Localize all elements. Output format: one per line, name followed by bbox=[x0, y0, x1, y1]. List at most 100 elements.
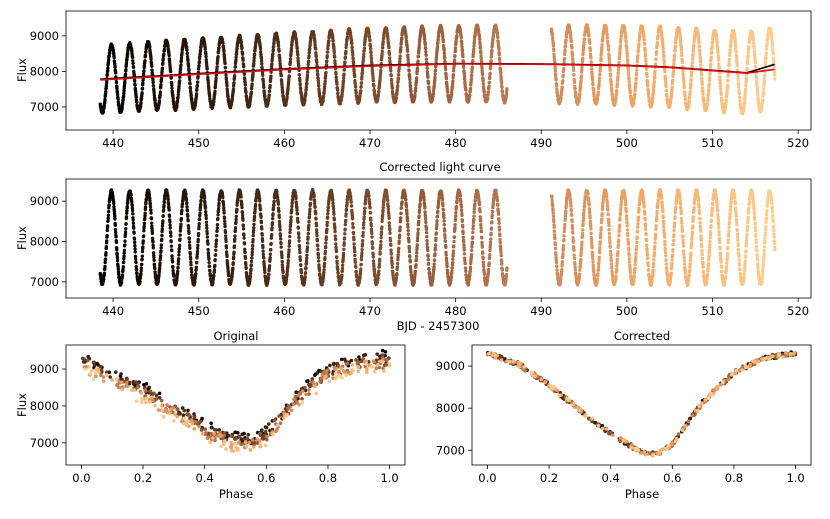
corrected-data-point bbox=[296, 226, 301, 230]
corrected-data-point bbox=[388, 238, 393, 243]
raw-data-point bbox=[600, 43, 604, 47]
corrected-data-point bbox=[252, 226, 256, 230]
corrected-data-point bbox=[160, 233, 164, 238]
raw-data-point bbox=[487, 80, 492, 85]
raw-data-point bbox=[341, 79, 346, 83]
raw-data-point bbox=[482, 90, 486, 94]
raw-data-point bbox=[187, 75, 192, 79]
corrected-data-point bbox=[369, 223, 373, 228]
raw-data-point bbox=[453, 54, 457, 58]
raw-data-point bbox=[343, 60, 347, 64]
corrected-data-point bbox=[141, 245, 145, 249]
corrected-data-point bbox=[314, 224, 319, 228]
corrected-data-point bbox=[287, 244, 291, 248]
corrected-data-point bbox=[185, 204, 189, 209]
corrected-data-point bbox=[408, 260, 412, 264]
raw-data-point bbox=[342, 72, 346, 76]
corrected-data-point bbox=[360, 242, 365, 246]
raw-data-point bbox=[423, 37, 427, 41]
raw-data-point bbox=[149, 57, 153, 61]
raw-data-point bbox=[224, 77, 229, 82]
corrected-data-point bbox=[405, 219, 410, 223]
raw-data-point bbox=[766, 33, 770, 37]
raw-data-point bbox=[653, 62, 658, 66]
raw-data-point bbox=[662, 54, 666, 59]
corrected-data-point bbox=[240, 210, 245, 215]
raw-data-point bbox=[121, 94, 126, 98]
raw-data-point bbox=[271, 44, 276, 49]
corrected-data-point bbox=[124, 215, 129, 219]
raw-data-point bbox=[268, 83, 272, 88]
raw-data-point bbox=[249, 90, 254, 94]
corrected-data-point bbox=[288, 230, 292, 235]
raw-data-point bbox=[573, 87, 577, 91]
corrected-data-point bbox=[133, 250, 137, 254]
raw-data-point bbox=[618, 43, 623, 48]
corrected-data-point bbox=[360, 251, 364, 255]
corrected-data-point bbox=[239, 195, 243, 199]
raw-data-point bbox=[178, 75, 182, 79]
raw-data-point bbox=[762, 79, 766, 83]
corrected-data-point bbox=[388, 228, 392, 232]
raw-data-point bbox=[295, 46, 299, 50]
raw-data-point bbox=[746, 50, 750, 55]
raw-data-point bbox=[697, 40, 701, 45]
corrected-data-point bbox=[297, 232, 301, 236]
raw-data-point bbox=[197, 59, 202, 64]
corrected-data-point bbox=[231, 266, 235, 270]
corrected-data-point bbox=[203, 210, 208, 214]
raw-data-point bbox=[221, 41, 225, 45]
corrected-data-point bbox=[389, 252, 394, 256]
raw-data-point bbox=[480, 72, 485, 77]
raw-data-point bbox=[633, 92, 637, 96]
corrected-data-point bbox=[378, 257, 382, 262]
corrected-data-point bbox=[162, 200, 167, 204]
raw-data-point bbox=[124, 68, 128, 72]
raw-data-point bbox=[162, 52, 166, 57]
raw-data-point bbox=[332, 55, 337, 59]
corrected-data-point bbox=[288, 227, 292, 232]
raw-data-point bbox=[170, 83, 174, 87]
raw-data-point bbox=[232, 74, 237, 78]
corrected-data-point bbox=[168, 220, 172, 224]
raw-data-point bbox=[744, 83, 748, 88]
corrected-data-point bbox=[205, 231, 209, 236]
raw-data-point bbox=[616, 74, 620, 79]
raw-data-point bbox=[760, 105, 764, 110]
corrected-data-point bbox=[149, 216, 154, 221]
raw-data-point bbox=[654, 50, 659, 54]
raw-data-point bbox=[606, 48, 611, 52]
corrected-data-point bbox=[195, 249, 200, 254]
raw-data-point bbox=[234, 50, 239, 54]
corrected-data-point bbox=[331, 206, 336, 211]
corrected-data-point bbox=[176, 265, 180, 270]
raw-data-point bbox=[725, 83, 730, 88]
corrected-data-point bbox=[299, 270, 304, 275]
corrected-data-point bbox=[305, 245, 310, 249]
raw-data-point bbox=[408, 77, 412, 82]
raw-data-point bbox=[691, 57, 695, 61]
raw-data-point bbox=[321, 94, 326, 98]
raw-data-point bbox=[125, 51, 130, 55]
raw-data-point bbox=[415, 76, 419, 80]
raw-data-point bbox=[204, 54, 208, 59]
corrected-data-point bbox=[277, 209, 281, 214]
raw-data-point bbox=[405, 49, 410, 53]
corrected-data-point bbox=[395, 272, 399, 276]
raw-data-point bbox=[627, 77, 631, 81]
corrected-data-point bbox=[305, 253, 309, 257]
raw-data-point bbox=[660, 33, 664, 38]
corrected-data-point bbox=[235, 207, 239, 211]
corrected-data-point bbox=[316, 244, 320, 248]
raw-data-point bbox=[198, 48, 203, 52]
corrected-data-point bbox=[215, 229, 219, 233]
raw-data-point bbox=[424, 57, 429, 61]
corrected-data-point bbox=[212, 273, 216, 278]
raw-data-point bbox=[297, 73, 302, 77]
raw-data-point bbox=[203, 47, 207, 51]
raw-data-point bbox=[107, 51, 112, 55]
corrected-data-point bbox=[105, 233, 109, 238]
corrected-data-point bbox=[407, 246, 411, 251]
raw-data-point bbox=[690, 64, 694, 69]
corrected-data-point bbox=[361, 233, 365, 238]
